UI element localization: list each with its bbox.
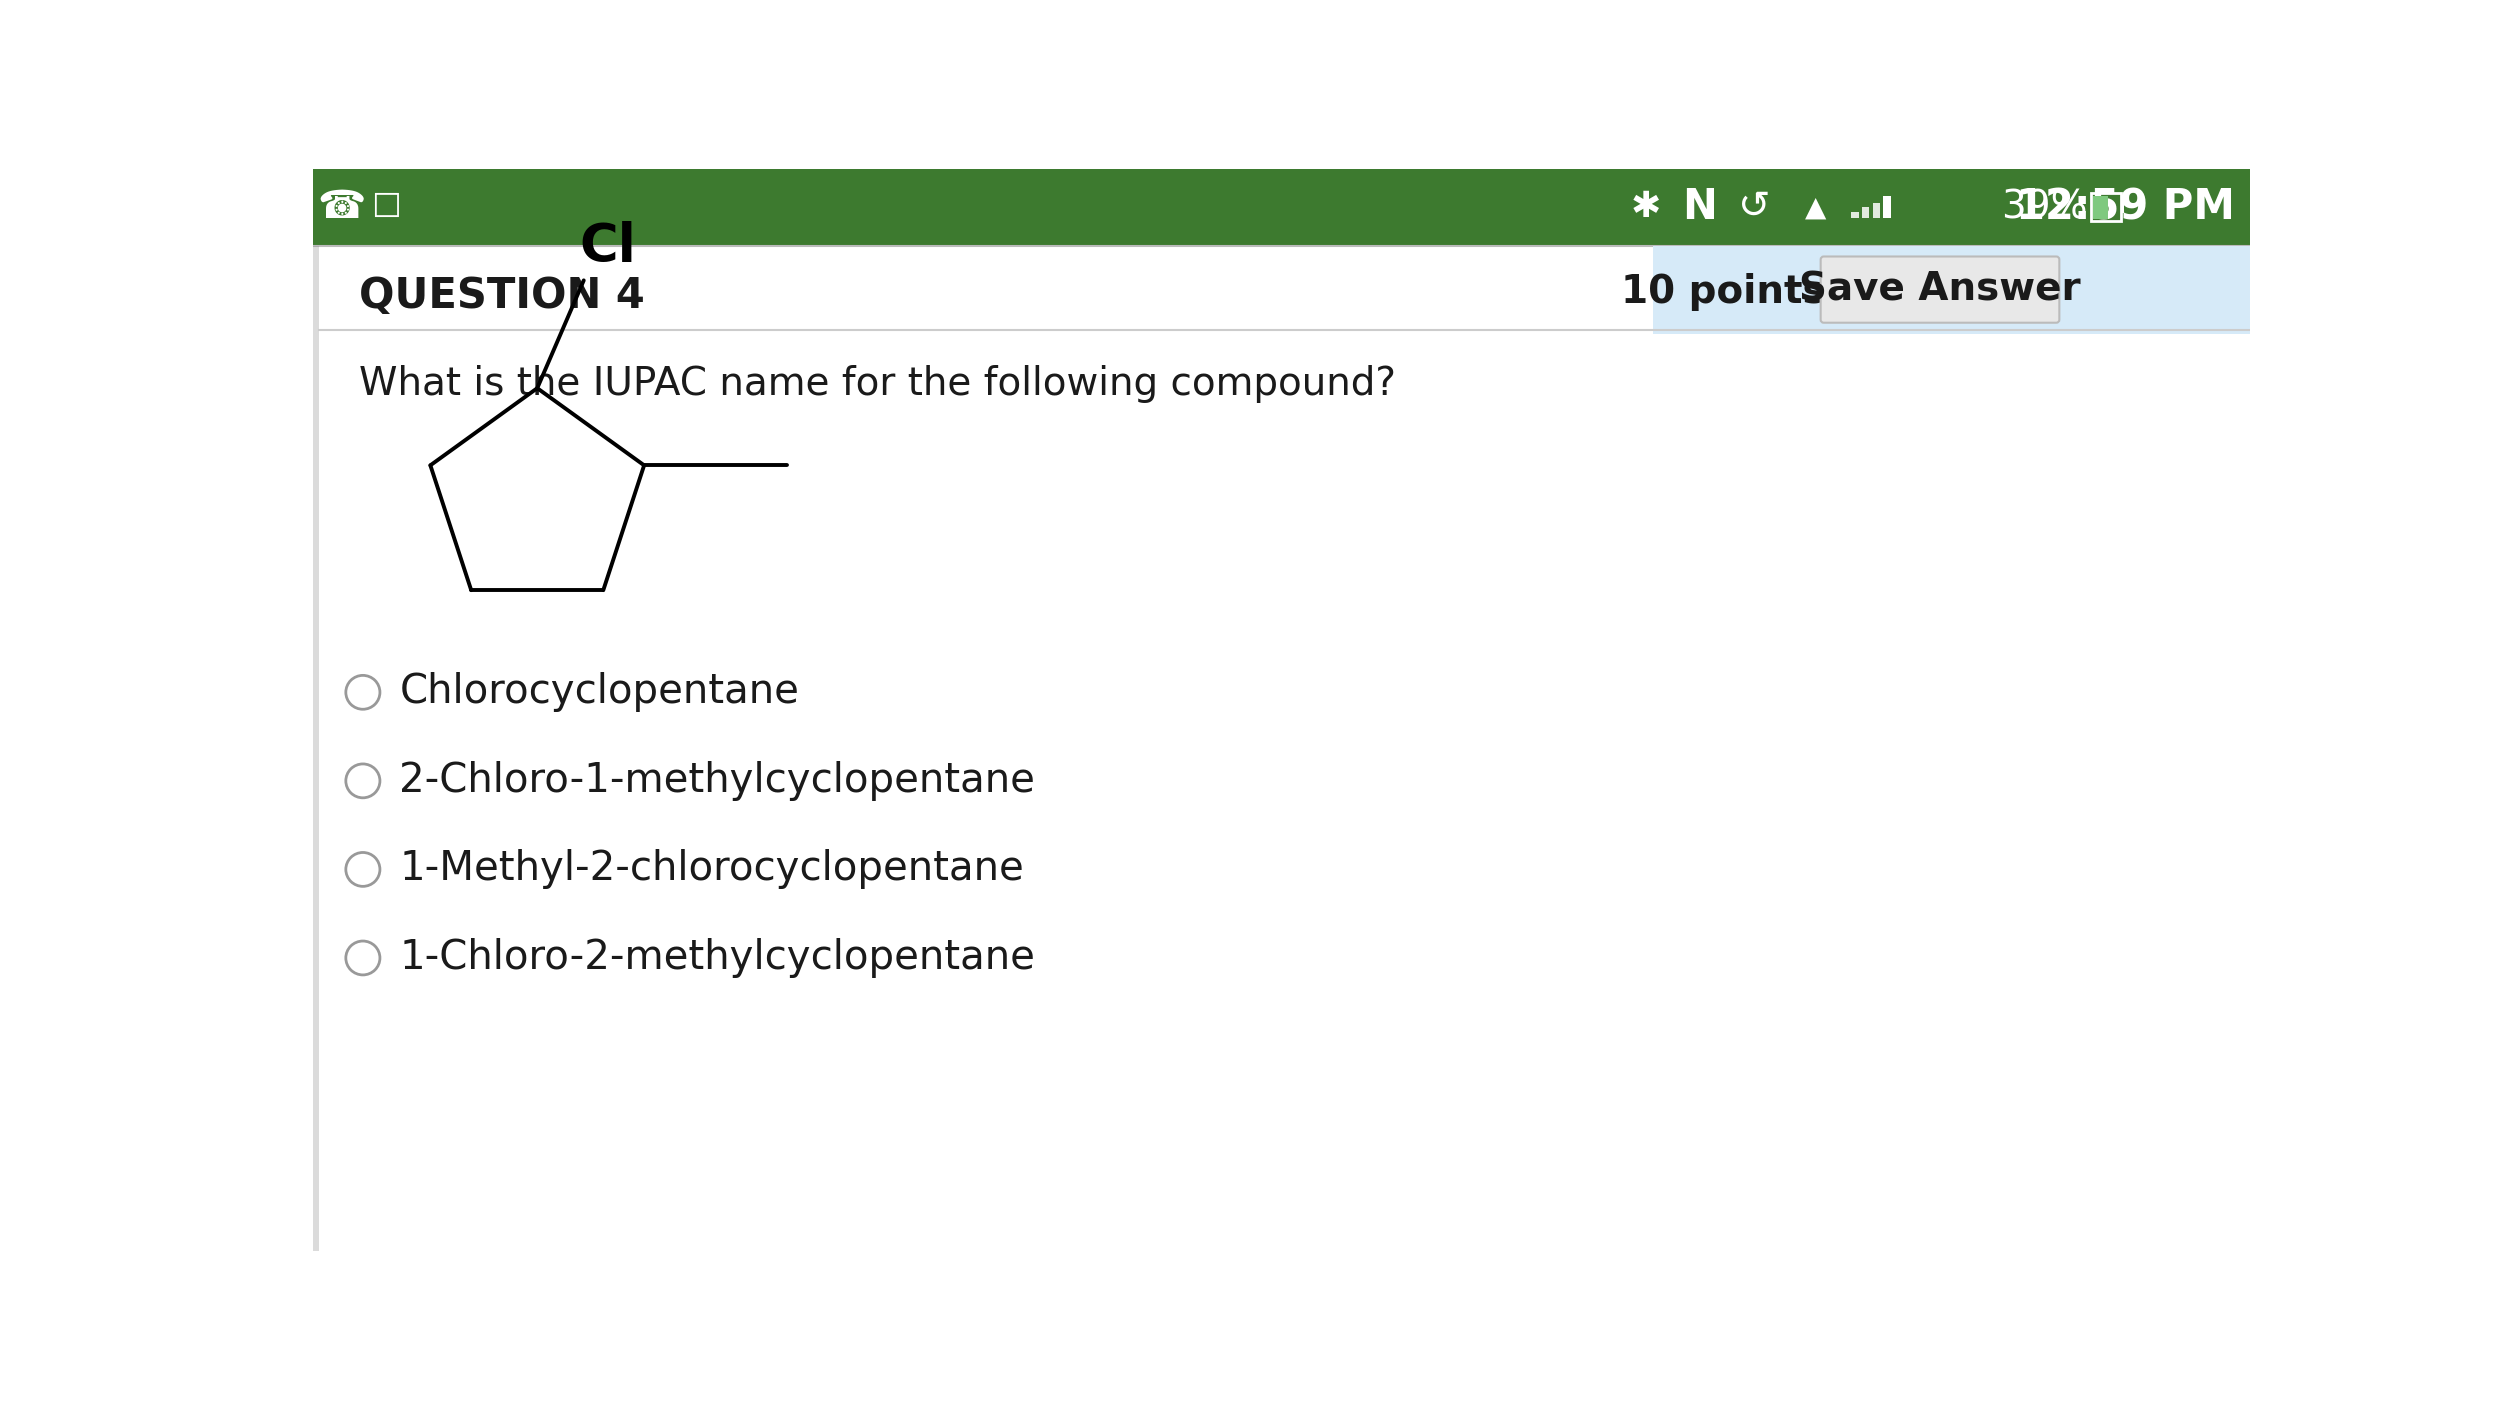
- Bar: [1850, 212, 1858, 218]
- Text: 39%: 39%: [2000, 188, 2088, 226]
- Bar: [312, 246, 318, 1251]
- Text: ✱: ✱: [1630, 190, 1660, 224]
- Bar: [1882, 197, 1890, 218]
- Text: 12:59 PM: 12:59 PM: [2015, 186, 2235, 228]
- Text: ▲: ▲: [1805, 193, 1828, 221]
- Bar: [2092, 195, 2108, 219]
- Text: ☐: ☐: [370, 191, 400, 224]
- Text: 1-Methyl-2-chlorocyclopentane: 1-Methyl-2-chlorocyclopentane: [400, 849, 1025, 890]
- Text: 2-Chloro-1-methylcyclopentane: 2-Chloro-1-methylcyclopentane: [400, 761, 1035, 801]
- Text: Save Answer: Save Answer: [1800, 270, 2080, 308]
- Bar: [1862, 207, 1870, 218]
- FancyBboxPatch shape: [1820, 256, 2060, 323]
- Text: N: N: [1682, 186, 1718, 228]
- Bar: [1872, 202, 1880, 218]
- Text: QUESTION 4: QUESTION 4: [360, 274, 645, 316]
- Text: 10 points: 10 points: [1620, 273, 1825, 311]
- Text: ↺: ↺: [1737, 188, 1770, 226]
- Bar: [1652, 246, 2250, 335]
- Text: What is the IUPAC name for the following compound?: What is the IUPAC name for the following…: [360, 366, 1395, 404]
- Bar: [2120, 201, 2122, 214]
- Text: Chlorocyclopentane: Chlorocyclopentane: [400, 672, 800, 713]
- Text: 1-Chloro-2-methylcyclopentane: 1-Chloro-2-methylcyclopentane: [400, 938, 1035, 979]
- Text: Cl: Cl: [580, 221, 638, 273]
- Bar: [312, 169, 2250, 246]
- Bar: [2090, 194, 2120, 221]
- Text: ☎: ☎: [318, 188, 365, 226]
